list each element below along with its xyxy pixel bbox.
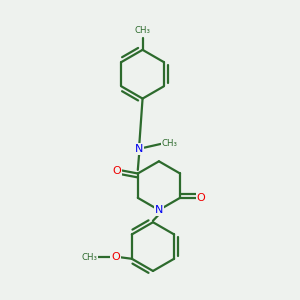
Text: O: O: [112, 166, 122, 176]
Text: N: N: [135, 144, 143, 154]
Text: O: O: [111, 252, 120, 262]
Text: N: N: [155, 205, 163, 215]
Text: CH₃: CH₃: [135, 26, 151, 35]
Text: CH₃: CH₃: [81, 253, 98, 262]
Text: O: O: [196, 193, 205, 203]
Text: CH₃: CH₃: [162, 139, 178, 148]
